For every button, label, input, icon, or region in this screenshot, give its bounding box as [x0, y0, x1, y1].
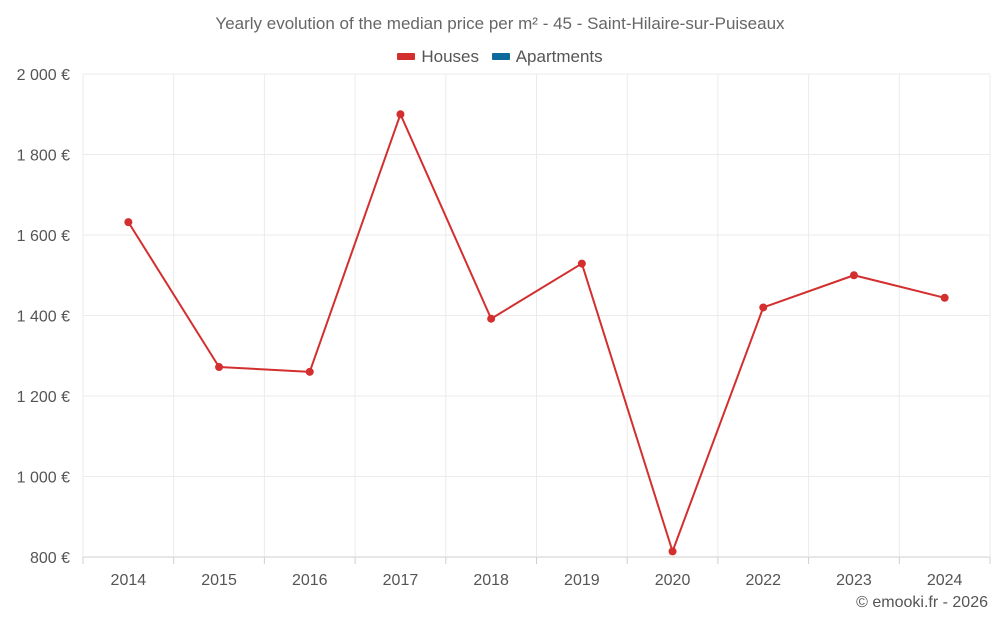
x-tick-label: 2020: [655, 572, 691, 589]
data-point: [577, 259, 586, 268]
y-tick-label: 1 600 €: [17, 228, 70, 245]
x-tick-label: 2018: [473, 572, 509, 589]
data-point: [487, 314, 496, 323]
x-tick-label: 2022: [745, 572, 781, 589]
chart-title: Yearly evolution of the median price per…: [215, 14, 785, 33]
x-tick-label: 2023: [836, 572, 872, 589]
data-point: [396, 110, 405, 119]
footer-credit: © emooki.fr - 2026: [856, 594, 988, 611]
legend-swatch-apartments: [491, 53, 510, 60]
legend-swatch-houses: [397, 53, 416, 60]
legend-item-apartments[interactable]: Apartments: [491, 46, 603, 67]
data-point: [305, 367, 314, 376]
axis-layer: 800 € 1 000 € 1 200 € 1 400 € 1 600 € 1 800 €…: [17, 67, 991, 589]
data-point: [759, 303, 768, 312]
y-tick-label: 1 400 €: [17, 309, 70, 326]
legend-label-houses: Houses: [421, 46, 479, 66]
data-point: [940, 293, 949, 302]
grid-layer: [82, 73, 991, 558]
y-tick-label: 1 000 €: [17, 470, 70, 487]
x-tick-label: 2014: [111, 572, 147, 589]
y-tick-label: 1 200 €: [17, 389, 70, 406]
legend-item-houses[interactable]: Houses: [397, 47, 479, 67]
x-tick-label: 2024: [927, 572, 963, 589]
data-point: [215, 363, 224, 372]
x-tick-label: 2015: [201, 572, 237, 589]
x-tick-label: 2016: [292, 572, 328, 589]
legend-label-apartments: Apartments: [515, 46, 603, 66]
legend: Houses Apartments: [0, 45, 1000, 67]
y-tick-label: 2 000 €: [17, 67, 70, 84]
series-line-houses: [127, 113, 945, 553]
data-point: [668, 547, 677, 556]
data-point: [124, 218, 133, 227]
x-tick-label: 2017: [383, 572, 419, 589]
x-tick-label: 2019: [564, 572, 600, 589]
series-layer: [124, 110, 949, 556]
data-point: [849, 271, 858, 280]
y-tick-label: 1 800 €: [17, 148, 70, 165]
y-tick-label: 800 €: [30, 550, 70, 567]
